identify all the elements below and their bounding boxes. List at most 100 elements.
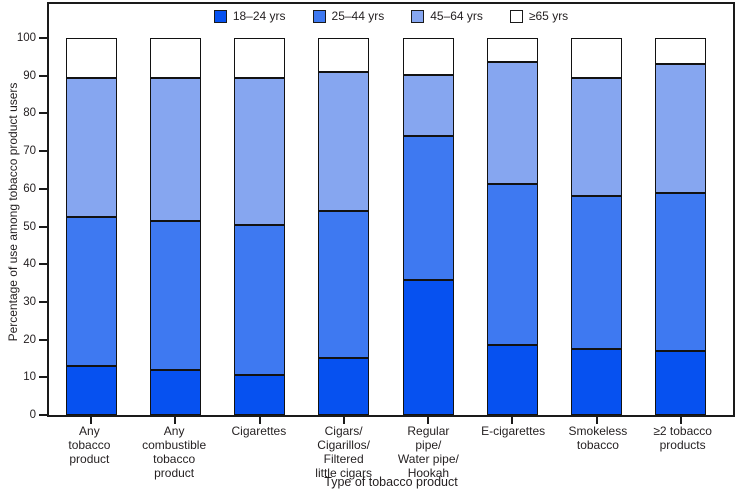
y-tick-label: 0: [29, 409, 36, 421]
category-label: Smokeless tobacco: [568, 424, 628, 453]
bar-segment: [65, 77, 117, 218]
legend-swatch: [213, 9, 227, 23]
bar-segment: [571, 195, 623, 350]
bar-segment: [571, 77, 623, 196]
legend-item: 18–24 yrs: [213, 9, 286, 23]
y-tick-label: 80: [23, 107, 36, 120]
legend-item: 25–44 yrs: [312, 9, 385, 23]
bar-segment: [402, 74, 454, 137]
category-label: Any combustible tobacco product: [142, 424, 207, 481]
y-tick-label: 50: [23, 220, 36, 233]
y-tick: [39, 376, 47, 379]
y-tick-label: 10: [23, 371, 36, 384]
x-axis-title: Type of tobacco product: [324, 475, 458, 489]
y-tick: [39, 112, 47, 115]
bar-segment: [655, 38, 707, 65]
plot-area: 18–24 yrs 25–44 yrs 45–64 yrs ≥65 yrs 0 10 20…: [17, 2, 735, 424]
stacked-bar: [655, 38, 707, 415]
bar-segment: [486, 183, 538, 346]
bar-slot: [302, 4, 386, 424]
x-tick: [342, 417, 345, 424]
bar-segment: [318, 211, 370, 359]
bar-segment: [65, 217, 117, 366]
bar-slot: [133, 4, 217, 424]
y-tick-label: 90: [23, 69, 36, 82]
legend: 18–24 yrs 25–44 yrs 45–64 yrs ≥65 yrs: [49, 9, 733, 23]
bars: [49, 4, 723, 424]
bar-segment: [318, 358, 370, 415]
bar-segment: [318, 38, 370, 72]
legend-label: 18–24 yrs: [232, 9, 286, 23]
bar-segment: [149, 369, 201, 415]
x-axis-labels: Any tobacco product Any combustible tobac…: [47, 424, 735, 481]
category-label: Cigars/ Cigarillos/ Filtered little ciga…: [315, 424, 372, 481]
y-tick-label: 30: [23, 295, 36, 308]
legend-label: ≥65 yrs: [528, 9, 569, 23]
bar-segment: [149, 220, 201, 370]
bar-segment: [571, 38, 623, 78]
stacked-bar: [234, 38, 286, 415]
bar-slot: [218, 4, 302, 424]
y-tick: [39, 263, 47, 266]
bar-segment: [65, 366, 117, 415]
y-tick: [39, 300, 47, 303]
bar-segment: [402, 280, 454, 415]
category-label: Regular pipe/ Water pipe/ Hookah: [397, 424, 459, 481]
y-tick: [39, 338, 47, 341]
bar-slot: [555, 4, 639, 424]
y-axis-title: Percentage of use among tobacco product …: [6, 82, 20, 342]
legend-label: 25–44 yrs: [331, 9, 385, 23]
category-label: Cigarettes: [231, 424, 287, 438]
x-tick: [258, 417, 261, 424]
bar-segment: [149, 38, 201, 79]
stacked-bar: [318, 38, 370, 415]
stacked-bar: [571, 38, 623, 415]
x-tick: [679, 417, 682, 424]
y-tick-label: 100: [16, 32, 36, 44]
bar-segment: [234, 38, 286, 78]
category-label: ≥2 tobacco products: [653, 424, 712, 453]
bar-segment: [486, 61, 538, 184]
category-label: Any tobacco product: [68, 424, 111, 467]
y-tick-label: 40: [23, 258, 36, 271]
bar-segment: [402, 136, 454, 281]
category-label: E-cigarettes: [481, 424, 546, 438]
bar-slot: [386, 4, 470, 424]
legend-swatch: [411, 9, 425, 23]
bar-segment: [655, 193, 707, 351]
bar-segment: [65, 38, 117, 78]
bar-segment: [234, 224, 286, 376]
x-tick: [174, 417, 177, 424]
stacked-bar: [486, 38, 538, 415]
legend-item: 45–64 yrs: [411, 9, 483, 23]
bar-segment: [486, 345, 538, 415]
y-tick: [39, 414, 47, 416]
bar-segment: [655, 64, 707, 194]
bar-slot: [49, 4, 133, 424]
x-tick: [90, 417, 93, 424]
y-tick-label: 20: [23, 333, 36, 346]
legend-swatch: [509, 9, 523, 23]
legend-label: 45–64 yrs: [430, 9, 483, 23]
bar-segment: [234, 77, 286, 225]
bar-segment: [318, 71, 370, 212]
stacked-bar: [65, 38, 117, 415]
bar-segment: [655, 350, 707, 415]
legend-swatch: [312, 9, 326, 23]
bar-segment: [149, 78, 201, 221]
bar-slot: [470, 4, 554, 424]
bar-segment: [486, 38, 538, 62]
y-tick: [39, 225, 47, 228]
x-tick: [427, 417, 430, 424]
legend-item: ≥65 yrs: [509, 9, 569, 23]
y-tick: [39, 74, 47, 77]
bar-segment: [234, 375, 286, 415]
stacked-bar: [402, 38, 454, 415]
y-tick-label: 60: [23, 182, 36, 195]
x-tick: [595, 417, 598, 424]
y-axis: 0 10 20 30 40 50 60 70 80 90 100: [17, 4, 733, 421]
y-tick: [39, 150, 47, 153]
bar-segment: [571, 349, 623, 415]
y-tick-label: 70: [23, 145, 36, 158]
